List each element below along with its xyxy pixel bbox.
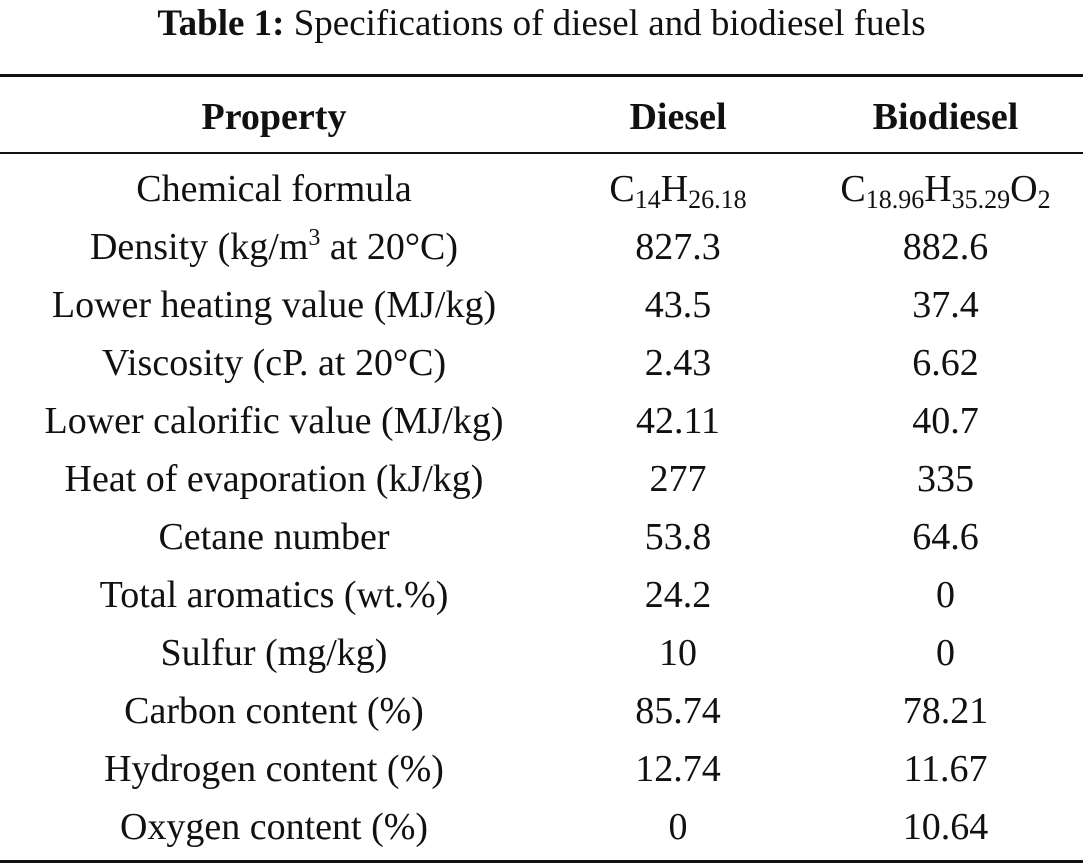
biodiesel-value: 37.4 bbox=[912, 284, 979, 326]
table-row: Heat of evaporation (kJ/kg) 277 335 bbox=[0, 450, 1083, 508]
property-cell: Lower heating value (MJ/kg) bbox=[51, 284, 497, 326]
bottom-rule bbox=[0, 860, 1083, 863]
property-cell: Oxygen content (%) bbox=[119, 806, 429, 848]
property-cell: Cetane number bbox=[158, 516, 390, 558]
diesel-value: 10 bbox=[659, 632, 697, 674]
caption-text: Specifications of diesel and biodiesel f… bbox=[293, 3, 926, 44]
table-row: Hydrogen content (%) 12.74 11.67 bbox=[0, 740, 1083, 798]
diesel-value: 53.8 bbox=[644, 516, 712, 558]
table-row: Sulfur (mg/kg) 10 0 bbox=[0, 624, 1083, 682]
biodiesel-value: 882.6 bbox=[902, 226, 989, 268]
biodiesel-value: 78.21 bbox=[902, 690, 989, 732]
table-row: Density (kg/m3 at 20°C) 827.3 882.6 bbox=[0, 218, 1083, 276]
property-cell: Lower calorific value (MJ/kg) bbox=[44, 400, 504, 442]
property-cell: Chemical formula bbox=[136, 168, 412, 210]
property-cell: Heat of evaporation (kJ/kg) bbox=[64, 458, 484, 500]
table-row: Viscosity (cP. at 20°C) 2.43 6.62 bbox=[0, 334, 1083, 392]
biodiesel-value: 11.67 bbox=[903, 748, 988, 790]
diesel-value: 0 bbox=[668, 806, 688, 848]
table-row: Lower calorific value (MJ/kg) 42.11 40.7 bbox=[0, 392, 1083, 450]
diesel-value: 2.43 bbox=[644, 342, 712, 384]
header-property: Property bbox=[201, 96, 347, 138]
property-cell: Hydrogen content (%) bbox=[104, 748, 444, 790]
header-diesel: Diesel bbox=[629, 96, 727, 138]
biodiesel-value: 0 bbox=[936, 574, 955, 616]
biodiesel-value: 0 bbox=[936, 632, 955, 674]
table-caption: Table 1: Specifications of diesel and bi… bbox=[0, 0, 1083, 48]
top-rule bbox=[0, 74, 1083, 77]
property-cell: Sulfur (mg/kg) bbox=[160, 632, 388, 674]
diesel-value: 42.11 bbox=[635, 400, 721, 442]
header-rule bbox=[0, 152, 1083, 154]
table-row: Cetane number 53.8 64.6 bbox=[0, 508, 1083, 566]
table-row: Carbon content (%) 85.74 78.21 bbox=[0, 682, 1083, 740]
biodiesel-value: 64.6 bbox=[912, 516, 979, 558]
table-row: Chemical formula C14H26.18 C18.96H35.29O… bbox=[0, 160, 1083, 218]
header-biodiesel: Biodiesel bbox=[872, 96, 1019, 138]
caption-label: Table 1: bbox=[157, 3, 285, 44]
biodiesel-value: 6.62 bbox=[912, 342, 979, 384]
diesel-value: 85.74 bbox=[635, 690, 721, 732]
biodiesel-value: 335 bbox=[917, 458, 974, 500]
property-cell: Density (kg/m3 at 20°C) bbox=[89, 225, 459, 268]
table-header-row: Property Diesel Biodiesel bbox=[0, 88, 1083, 146]
biodiesel-value: 40.7 bbox=[912, 400, 979, 442]
property-cell: Total aromatics (wt.%) bbox=[99, 574, 449, 616]
biodiesel-value: 10.64 bbox=[902, 806, 989, 848]
table-row: Oxygen content (%) 0 10.64 bbox=[0, 798, 1083, 856]
table-row: Lower heating value (MJ/kg) 43.5 37.4 bbox=[0, 276, 1083, 334]
diesel-value: 12.74 bbox=[635, 748, 721, 790]
table-row: Total aromatics (wt.%) 24.2 0 bbox=[0, 566, 1083, 624]
diesel-value: 24.2 bbox=[644, 574, 712, 616]
biodiesel-formula: C18.96H35.29O2 bbox=[840, 168, 1051, 214]
diesel-formula: C14H26.18 bbox=[609, 168, 747, 214]
diesel-value: 827.3 bbox=[635, 226, 721, 268]
property-cell: Viscosity (cP. at 20°C) bbox=[101, 342, 447, 384]
diesel-value: 43.5 bbox=[644, 284, 712, 326]
diesel-value: 277 bbox=[649, 458, 707, 500]
property-cell: Carbon content (%) bbox=[124, 690, 424, 732]
